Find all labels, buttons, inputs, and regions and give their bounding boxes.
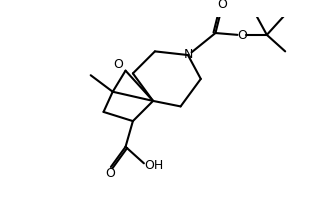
Text: O: O (113, 58, 123, 71)
Text: N: N (184, 48, 193, 61)
Text: OH: OH (144, 159, 164, 172)
Text: O: O (105, 167, 115, 180)
Text: O: O (217, 0, 227, 11)
Text: O: O (237, 29, 247, 42)
